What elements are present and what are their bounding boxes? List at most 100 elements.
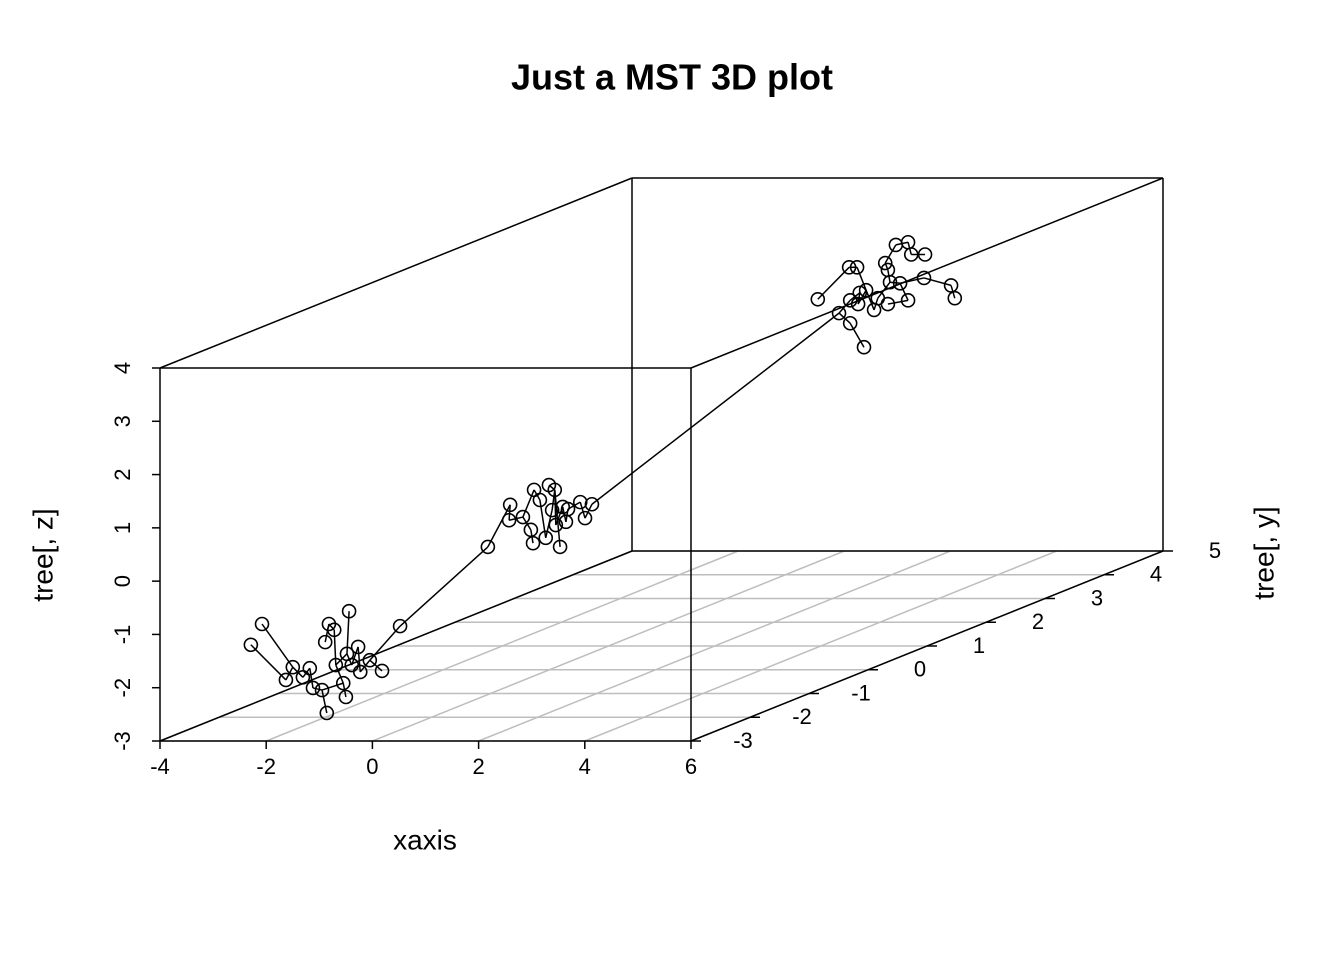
- point: [328, 657, 344, 673]
- mst-edge: [889, 281, 901, 285]
- x-tick-label: 0: [366, 754, 378, 779]
- mst-edge: [838, 312, 851, 324]
- point: [849, 259, 865, 275]
- mst-edge: [857, 289, 867, 305]
- point: [515, 509, 531, 525]
- mst-edge: [369, 625, 401, 661]
- x-axis-label: xaxis: [393, 824, 457, 855]
- z-axis-label: tree[, z]: [27, 508, 58, 601]
- mst-edge: [923, 277, 952, 287]
- point: [877, 255, 893, 271]
- point: [525, 535, 541, 551]
- y-tick-label: -3: [733, 728, 753, 753]
- mst-edge: [487, 504, 511, 548]
- point: [544, 502, 560, 518]
- point: [341, 603, 357, 619]
- mst-edge: [321, 689, 328, 714]
- z-tick-label: 3: [110, 415, 135, 427]
- point: [892, 275, 908, 291]
- y-tick-label: 3: [1091, 585, 1103, 610]
- point: [852, 285, 868, 301]
- point: [882, 274, 898, 290]
- x-tick-label: -4: [150, 754, 170, 779]
- mst-edge: [309, 668, 314, 689]
- mst-edge: [399, 546, 489, 627]
- z-tick-label: -1: [110, 625, 135, 645]
- y-tick-label: 2: [1032, 609, 1044, 634]
- x-tick-label: 4: [579, 754, 591, 779]
- point: [352, 664, 368, 680]
- mst-edge: [508, 504, 511, 521]
- z-tick-label: 2: [110, 468, 135, 480]
- point: [392, 618, 408, 634]
- z-tick-label: 1: [110, 522, 135, 534]
- point: [880, 296, 896, 312]
- point: [810, 291, 826, 307]
- point: [319, 705, 335, 721]
- y-tick-label: 0: [914, 657, 926, 682]
- point: [374, 663, 390, 679]
- x-tick-label: -2: [256, 754, 276, 779]
- z-tick-label: 0: [110, 575, 135, 587]
- mst-edge: [856, 267, 867, 291]
- y-tick-label: 5: [1209, 538, 1221, 563]
- mst-edge: [522, 489, 535, 518]
- point: [314, 682, 330, 698]
- y-tick-label: 4: [1150, 562, 1162, 587]
- point: [350, 639, 366, 655]
- z-tick-label: -3: [110, 731, 135, 751]
- point: [547, 482, 563, 498]
- x-tick-label: 6: [685, 754, 697, 779]
- y-axis-label: tree[, y]: [1248, 506, 1279, 599]
- point: [302, 660, 318, 676]
- point: [943, 278, 959, 293]
- mst-edge: [522, 516, 532, 531]
- point: [841, 259, 857, 275]
- point: [335, 675, 351, 691]
- point: [850, 296, 866, 312]
- mst-edge: [887, 299, 909, 305]
- box-edge: [159, 177, 633, 369]
- point: [338, 689, 354, 705]
- mst-edge: [321, 682, 344, 691]
- mst-edge: [261, 623, 294, 668]
- point: [548, 517, 564, 533]
- point: [577, 510, 593, 526]
- mst-edge: [899, 282, 909, 301]
- mst-edge: [351, 646, 359, 666]
- mst-edge: [312, 687, 323, 691]
- grid-line: [478, 550, 951, 742]
- point: [842, 315, 858, 331]
- point: [254, 616, 270, 632]
- point: [295, 669, 311, 685]
- point: [916, 270, 932, 286]
- point: [947, 290, 963, 306]
- point: [317, 634, 333, 650]
- mst-edge: [357, 646, 361, 673]
- y-tick-label: 1: [973, 633, 985, 658]
- point: [584, 496, 600, 512]
- mst-edge: [369, 659, 383, 672]
- chart-title: Just a MST 3D plot: [511, 57, 833, 98]
- point: [900, 293, 916, 308]
- point: [285, 659, 301, 675]
- mst-edge: [817, 266, 850, 300]
- point: [243, 637, 259, 653]
- grid-line: [584, 550, 1058, 742]
- grid-line: [265, 550, 739, 742]
- mst-edge: [335, 653, 348, 666]
- point: [903, 247, 919, 262]
- point: [858, 282, 874, 298]
- mst-edge: [884, 244, 897, 264]
- point: [842, 293, 858, 308]
- point: [532, 492, 548, 508]
- y-tick-label: -2: [792, 704, 812, 729]
- point: [362, 652, 378, 668]
- mst-edge: [838, 299, 851, 314]
- x-tick-label: 2: [472, 754, 484, 779]
- point: [552, 539, 568, 555]
- z-tick-label: -2: [110, 678, 135, 698]
